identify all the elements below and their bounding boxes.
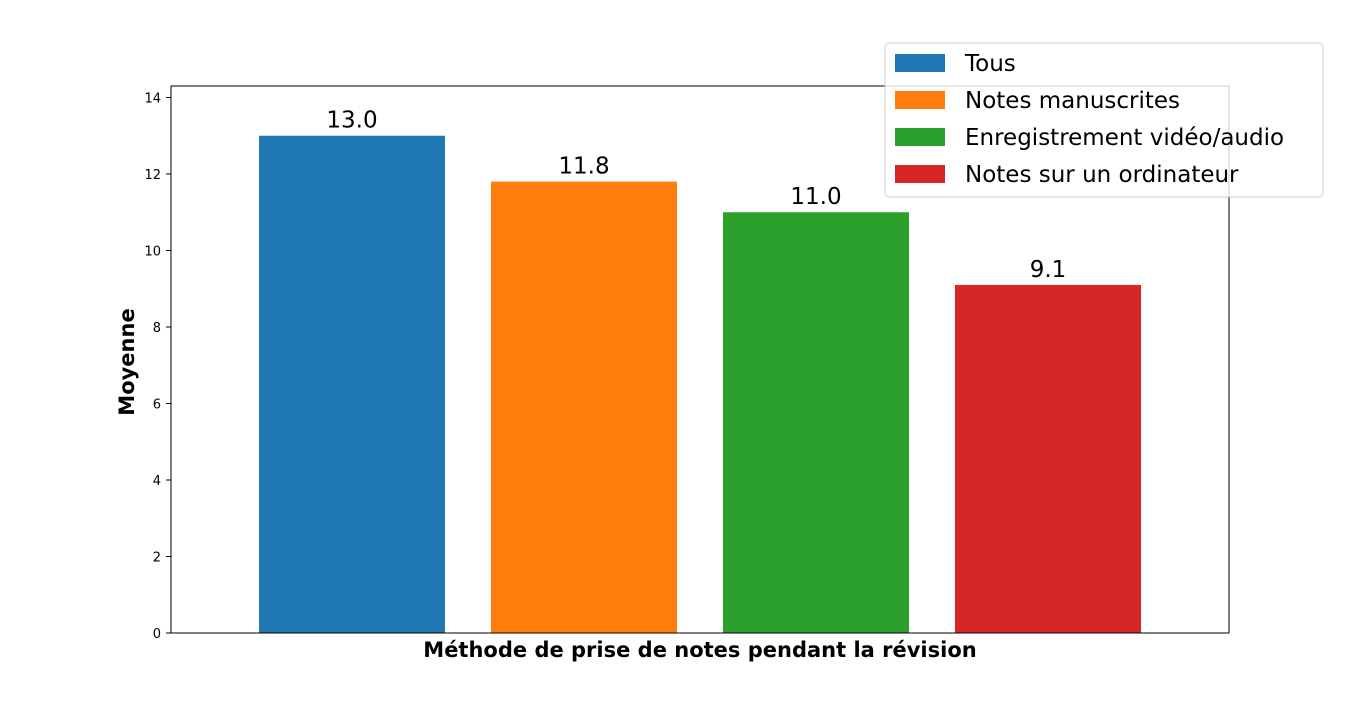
y-tick-label: 4: [153, 474, 161, 489]
legend-label-notes-manuscrites: Notes manuscrites: [965, 88, 1180, 114]
plot-area-frame: [170, 85, 1230, 634]
y-tick-label: 2: [153, 550, 161, 565]
bar-notes-manuscrites: [491, 181, 677, 633]
y-axis-label: Moyenne: [115, 308, 139, 415]
legend-swatch-notes-manuscrites: [895, 91, 945, 109]
y-tick-label: 14: [144, 91, 161, 106]
data-label-enregistrement-vid-o-audio: 11.0: [790, 184, 841, 210]
legend-label-tous: Tous: [964, 51, 1016, 77]
data-label-notes-sur-un-ordinateur: 9.1: [1030, 257, 1067, 283]
legend: Tous Notes manuscrites Enregistrement vidé…: [884, 42, 1324, 198]
legend-label-notes-sur-un-ordinateur: Notes sur un ordinateur: [965, 162, 1239, 188]
y-axis: 0 2 4 6 8 10 12 14: [144, 91, 171, 642]
y-tick-label: 12: [144, 168, 161, 183]
data-label-tous: 13.0: [326, 108, 377, 134]
legend-label-enregistrement-vid-o-audio: Enregistrement vidéo/audio: [965, 125, 1284, 151]
bar-tous: [259, 135, 445, 633]
bar-enregistrement-vid-o-audio: [723, 212, 909, 633]
bars-layer: [259, 135, 1141, 633]
x-axis-label: Méthode de prise de notes pendant la rév…: [423, 638, 976, 662]
y-tick-label: 10: [144, 244, 161, 259]
legend-frame: [884, 42, 1324, 198]
legend-swatch-enregistrement-vid-o-audio: [895, 128, 945, 146]
y-tick-label: 6: [153, 397, 161, 412]
bar-notes-sur-un-ordinateur: [955, 284, 1141, 633]
y-tick-label: 8: [153, 321, 161, 336]
legend-swatch-notes-sur-un-ordinateur: [895, 165, 945, 183]
data-labels-layer: 13.0 11.8 11.0 9.1: [326, 108, 1066, 283]
legend-swatch-tous: [895, 54, 945, 72]
y-tick-label: 0: [153, 627, 161, 642]
data-label-notes-manuscrites: 11.8: [558, 154, 609, 180]
